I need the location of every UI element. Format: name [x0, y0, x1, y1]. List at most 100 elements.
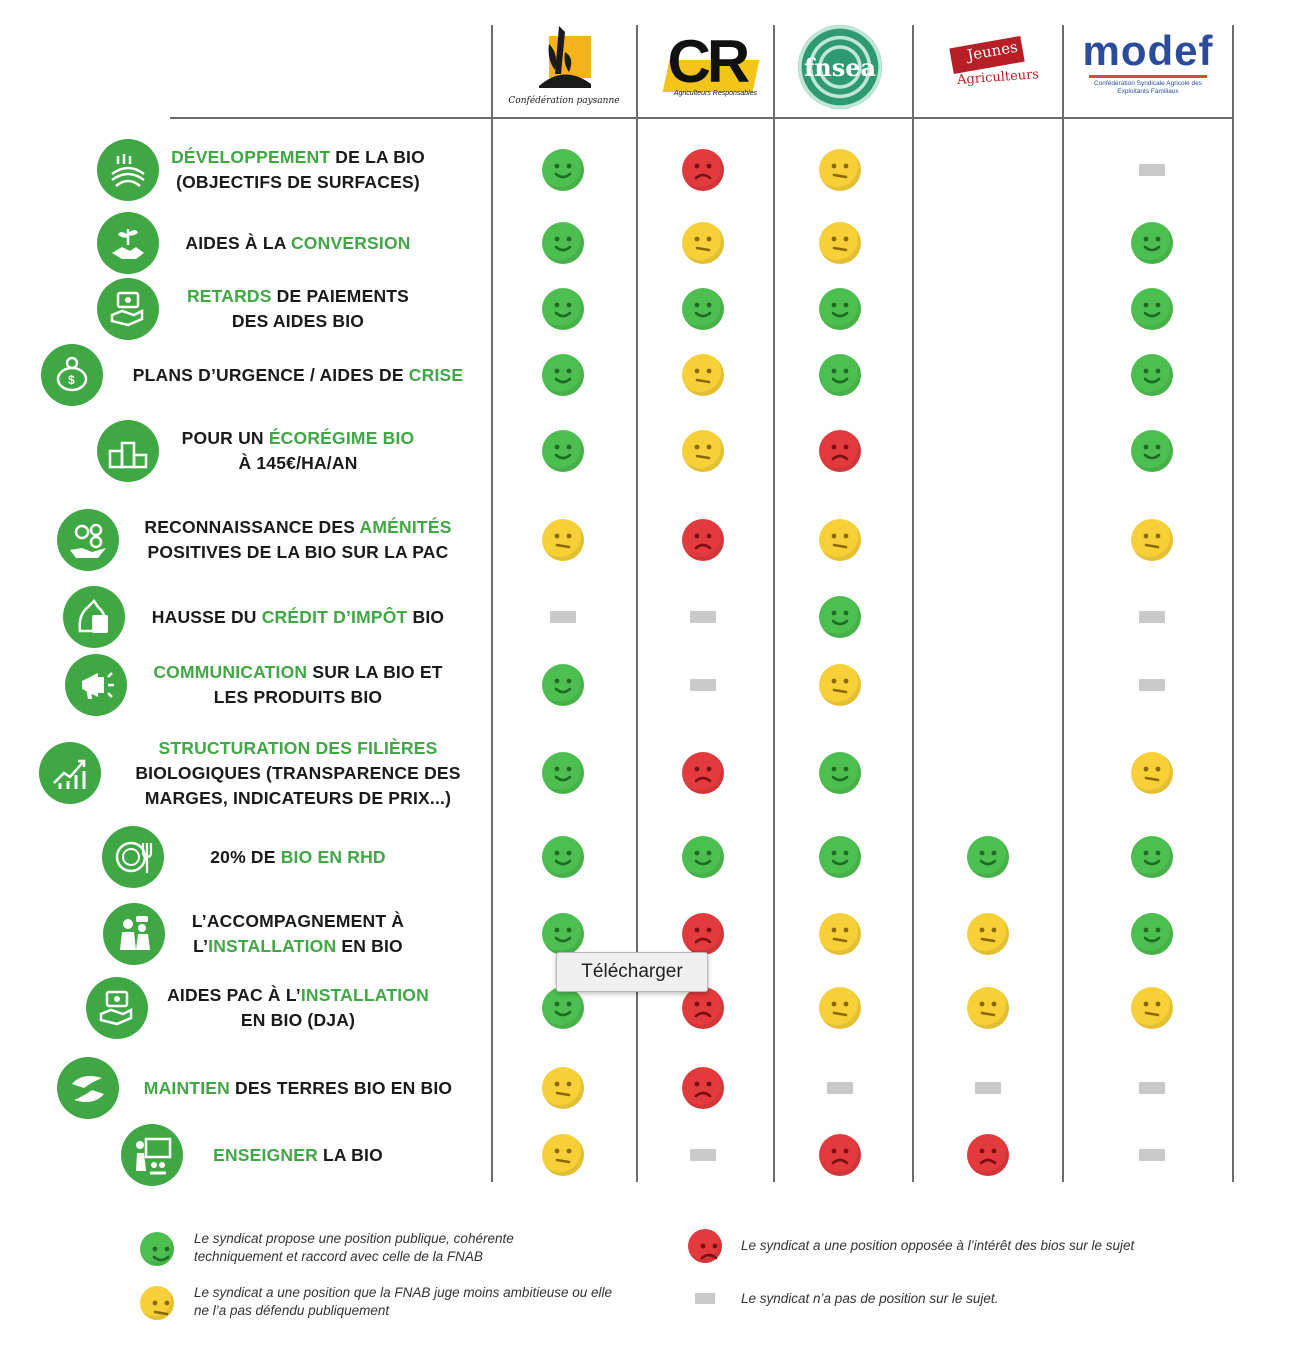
- green-face-icon: [1131, 836, 1173, 878]
- green-face-icon: [682, 288, 724, 330]
- criterion-label: POUR UN ÉCORÉGIME BIO À 145€/HA/AN: [118, 426, 478, 476]
- criterion-keyword: STRUCTURATION DES FILIÈRES: [158, 737, 438, 758]
- criterion-text: EN BIO (DJA): [240, 1010, 356, 1030]
- hand-coins-icon: [57, 509, 119, 571]
- criterion-label-line: AIDES PAC À L’INSTALLATION: [118, 983, 478, 1008]
- no-position-mark: [690, 611, 716, 623]
- criterion-text: DES TERRES BIO EN BIO: [229, 1077, 453, 1098]
- criterion-keyword: CRÉDIT D’IMPÔT: [261, 606, 408, 627]
- criterion-text: HAUSSE DU: [151, 606, 262, 627]
- criterion-text: (OBJECTIFS DE SURFACES): [176, 172, 420, 192]
- yellow-face-icon: [1131, 752, 1173, 794]
- money-hand-icon: [86, 977, 148, 1039]
- red-face-icon: [682, 519, 724, 561]
- criterion-text: MARGES, INDICATEURS DE PRIX...): [144, 787, 452, 808]
- criterion-label-line: 20% DE BIO EN RHD: [118, 845, 478, 870]
- download-tooltip[interactable]: Télécharger: [556, 952, 708, 992]
- teacher-icon: [121, 1124, 183, 1186]
- criterion-label: AIDES PAC À L’INSTALLATION EN BIO (DJA): [118, 983, 478, 1033]
- legend-green-face: [140, 1232, 174, 1266]
- green-face-icon: [542, 430, 584, 472]
- green-face-icon: [1131, 430, 1173, 472]
- criterion-label-line: RECONNAISSANCE DES AMÉNITÉS: [118, 515, 478, 540]
- criterion-keyword: RETARDS: [186, 286, 272, 306]
- podium-icon: [97, 420, 159, 482]
- criterion-text: PLANS D’URGENCE / AIDES DE: [132, 364, 409, 385]
- green-face-icon: [542, 354, 584, 396]
- green-face-icon: [542, 149, 584, 191]
- column-divider: [636, 25, 638, 1182]
- criterion-label-line: COMMUNICATION SUR LA BIO ET: [118, 660, 478, 685]
- green-face-icon: [542, 664, 584, 706]
- criterion-text: POSITIVES DE LA BIO SUR LA PAC: [147, 542, 449, 562]
- green-face-icon: [682, 836, 724, 878]
- no-position-mark: [550, 611, 576, 623]
- no-position-mark: [690, 679, 716, 691]
- yellow-face-icon: [542, 519, 584, 561]
- logo-fnsea: fnsea: [790, 22, 890, 112]
- yellow-face-icon: [819, 913, 861, 955]
- green-face-icon: [819, 836, 861, 878]
- green-face-icon: [542, 288, 584, 330]
- yellow-face-icon: [819, 519, 861, 561]
- hands-icon: [57, 1057, 119, 1119]
- criterion-label-line: MARGES, INDICATEURS DE PRIX...): [118, 786, 478, 811]
- green-face-icon: [1131, 354, 1173, 396]
- criterion-keyword: ENSEIGNER: [213, 1144, 318, 1165]
- green-face-icon: [1131, 913, 1173, 955]
- criterion-label-line: PLANS D’URGENCE / AIDES DE CRISE: [118, 363, 478, 388]
- criterion-label-line: HAUSSE DU CRÉDIT D’IMPÔT BIO: [118, 605, 478, 630]
- criterion-keyword: COMMUNICATION: [153, 662, 308, 682]
- yellow-face-icon: [1131, 519, 1173, 561]
- no-position-mark: [975, 1082, 1001, 1094]
- criterion-label: 20% DE BIO EN RHD: [118, 845, 478, 870]
- legend-yellow-text: Le syndicat a une position que la FNAB j…: [194, 1285, 612, 1318]
- criterion-keyword: MAINTIEN: [143, 1077, 230, 1098]
- red-face-icon: [682, 752, 724, 794]
- legend-dash-text: Le syndicat n’a pas de position sur le s…: [741, 1291, 999, 1306]
- legend-red-text: Le syndicat a une position opposée à l’i…: [741, 1238, 1135, 1253]
- no-position-mark: [827, 1082, 853, 1094]
- green-face-icon: [542, 987, 584, 1029]
- column-divider: [491, 25, 493, 1182]
- red-face-icon: [819, 1134, 861, 1176]
- criterion-label-line: DES AIDES BIO: [118, 309, 478, 334]
- red-face-icon: [682, 987, 724, 1029]
- red-face-icon: [967, 1134, 1009, 1176]
- green-face-icon: [819, 596, 861, 638]
- criterion-text: AIDES PAC À L’: [167, 985, 301, 1005]
- calculator-icon: [63, 586, 125, 648]
- criterion-label: RETARDS DE PAIEMENTS DES AIDES BIO: [118, 284, 478, 334]
- criterion-text: POUR UN: [181, 428, 269, 448]
- confederation-paysanne-emblem: [539, 26, 591, 88]
- criterion-label-line: LES PRODUITS BIO: [118, 685, 478, 710]
- plate-cutlery-icon: [102, 826, 164, 888]
- criterion-label-line: L’INSTALLATION EN BIO: [118, 934, 478, 959]
- criterion-text: L’ACCOMPAGNEMENT À: [191, 911, 405, 931]
- criterion-text: À 145€/HA/AN: [238, 453, 358, 473]
- criterion-label-line: EN BIO (DJA): [118, 1008, 478, 1033]
- red-face-icon: [682, 1067, 724, 1109]
- piggy-bank-icon: $: [41, 344, 103, 406]
- money-hand-icon: [97, 278, 159, 340]
- criterion-text: LA BIO: [317, 1144, 383, 1165]
- criterion-text: LES PRODUITS BIO: [213, 687, 383, 707]
- criterion-label-line: BIOLOGIQUES (TRANSPARENCE DES: [118, 761, 478, 786]
- green-face-icon: [542, 222, 584, 264]
- criterion-label: L’ACCOMPAGNEMENT À L’INSTALLATION EN BIO: [118, 909, 478, 959]
- logo-coordination-rurale: CR Agriculteurs Responsables: [650, 25, 765, 105]
- megaphone-icon: [65, 654, 127, 716]
- criterion-text: DES AIDES BIO: [231, 311, 365, 331]
- handshake-plant-icon: [97, 212, 159, 274]
- criterion-text: DE LA BIO: [330, 147, 425, 167]
- criterion-keyword: AMÉNITÉS: [359, 517, 452, 537]
- fields-icon: [97, 139, 159, 201]
- yellow-face-icon: [542, 1134, 584, 1176]
- yellow-face-icon: [542, 1067, 584, 1109]
- green-face-icon: [967, 836, 1009, 878]
- criterion-text: BIO: [407, 606, 445, 627]
- criterion-label: MAINTIEN DES TERRES BIO EN BIO: [118, 1076, 478, 1101]
- yellow-face-icon: [819, 222, 861, 264]
- legend-green-text: Le syndicat propose une position publiqu…: [194, 1231, 514, 1264]
- criterion-label: PLANS D’URGENCE / AIDES DE CRISE: [118, 363, 478, 388]
